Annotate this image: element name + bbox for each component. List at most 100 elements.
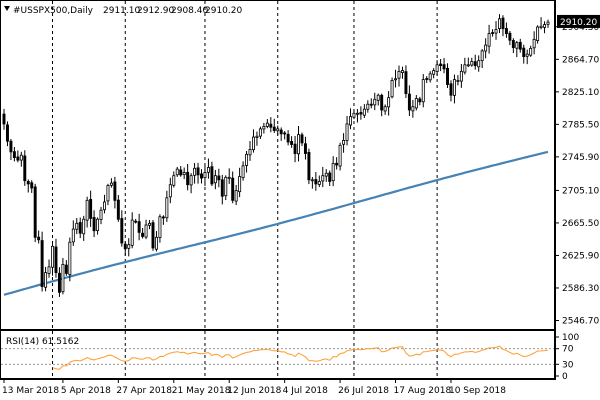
candle-body	[390, 80, 394, 98]
candle	[127, 238, 131, 257]
candle	[376, 93, 380, 106]
candle-body	[68, 241, 72, 275]
candle-body	[300, 134, 304, 144]
candle	[508, 30, 512, 46]
candle	[355, 109, 359, 123]
ohlc-open: 2911.10	[103, 6, 140, 16]
candle	[432, 68, 436, 79]
candle-body	[165, 197, 169, 219]
rsi-tick-label: 0	[562, 372, 568, 382]
candle-body	[342, 139, 346, 145]
candle	[498, 14, 501, 34]
candle	[439, 58, 443, 72]
candle-body	[518, 41, 522, 50]
candle	[369, 98, 373, 109]
candle-body	[394, 78, 398, 81]
candle-body	[272, 126, 276, 131]
candle-body	[449, 83, 453, 96]
candle	[480, 49, 484, 69]
candle-body	[9, 140, 13, 153]
candle-body	[5, 124, 9, 142]
candle	[241, 161, 245, 181]
candle	[19, 151, 23, 167]
candle	[61, 257, 65, 295]
candle	[546, 19, 550, 28]
candle-body	[536, 26, 540, 41]
candle	[352, 109, 356, 120]
candle	[265, 119, 269, 129]
candle	[99, 206, 103, 225]
candle-body	[508, 32, 512, 41]
price-tick-label: 2586.30	[562, 284, 599, 294]
candle	[300, 132, 304, 147]
candle-body	[151, 222, 155, 249]
candle-body	[400, 70, 404, 73]
candle-body	[16, 156, 20, 161]
candle	[206, 158, 210, 179]
symbol-menu-icon[interactable]	[4, 6, 10, 11]
time-axis: 13 Mar 2018 5 Apr 2018 27 Apr 2018 21 May 2…	[2, 379, 506, 396]
candle	[303, 136, 307, 160]
candle	[220, 174, 224, 205]
candle-body	[470, 61, 474, 66]
candle-body	[120, 218, 124, 244]
candle	[491, 29, 495, 37]
candle-body	[168, 184, 172, 198]
candle-body	[369, 103, 373, 106]
candle-body	[238, 176, 242, 193]
candle-body	[380, 94, 384, 111]
date-tick-label: 13 Mar 2018	[2, 386, 59, 396]
candle	[200, 169, 203, 184]
candle	[224, 175, 228, 201]
candle-body	[12, 151, 16, 159]
candle-body	[82, 218, 86, 235]
candle	[234, 184, 238, 206]
candle-body	[376, 94, 380, 101]
date-tick-label: 21 May 2018	[172, 386, 231, 396]
candle-body	[456, 80, 460, 82]
candle-body	[206, 167, 210, 173]
date-tick-label: 10 Sep 2018	[449, 386, 506, 396]
candle	[40, 231, 44, 292]
candle-body	[245, 153, 249, 166]
candle-body	[193, 167, 197, 176]
candle-body	[179, 169, 183, 176]
candle-body	[328, 172, 332, 182]
candle-body	[425, 78, 429, 80]
candle	[342, 133, 346, 153]
candle	[470, 57, 474, 67]
candle-body	[480, 50, 484, 61]
candle	[210, 161, 214, 187]
candle	[37, 230, 41, 244]
candle-body	[494, 29, 498, 34]
candle-body	[89, 199, 93, 219]
candle-body	[47, 266, 51, 274]
candle	[511, 38, 515, 54]
candle-body	[504, 28, 508, 35]
candle-body	[515, 42, 519, 49]
candle	[12, 146, 16, 162]
price-tick-label: 2546.70	[562, 316, 599, 326]
candle-body	[525, 53, 529, 57]
candle	[414, 95, 418, 111]
period-separators	[52, 1, 438, 379]
candle	[522, 44, 526, 64]
price-tick-label: 2825.10	[562, 88, 599, 98]
candle	[449, 80, 453, 102]
candle	[324, 169, 328, 182]
candle	[54, 238, 58, 278]
candle	[338, 142, 342, 171]
candle	[331, 156, 335, 187]
candle-body	[220, 179, 224, 197]
candle-body	[477, 60, 481, 68]
candle	[85, 196, 89, 228]
candle-body	[96, 218, 100, 231]
ohlc-close: 2910.20	[205, 6, 242, 16]
price-tick-label: 2625.90	[562, 251, 599, 261]
candle-body	[51, 245, 54, 268]
candle	[293, 135, 297, 163]
candle-body	[459, 70, 463, 82]
candle-body	[286, 133, 290, 143]
candle-body	[338, 144, 342, 167]
